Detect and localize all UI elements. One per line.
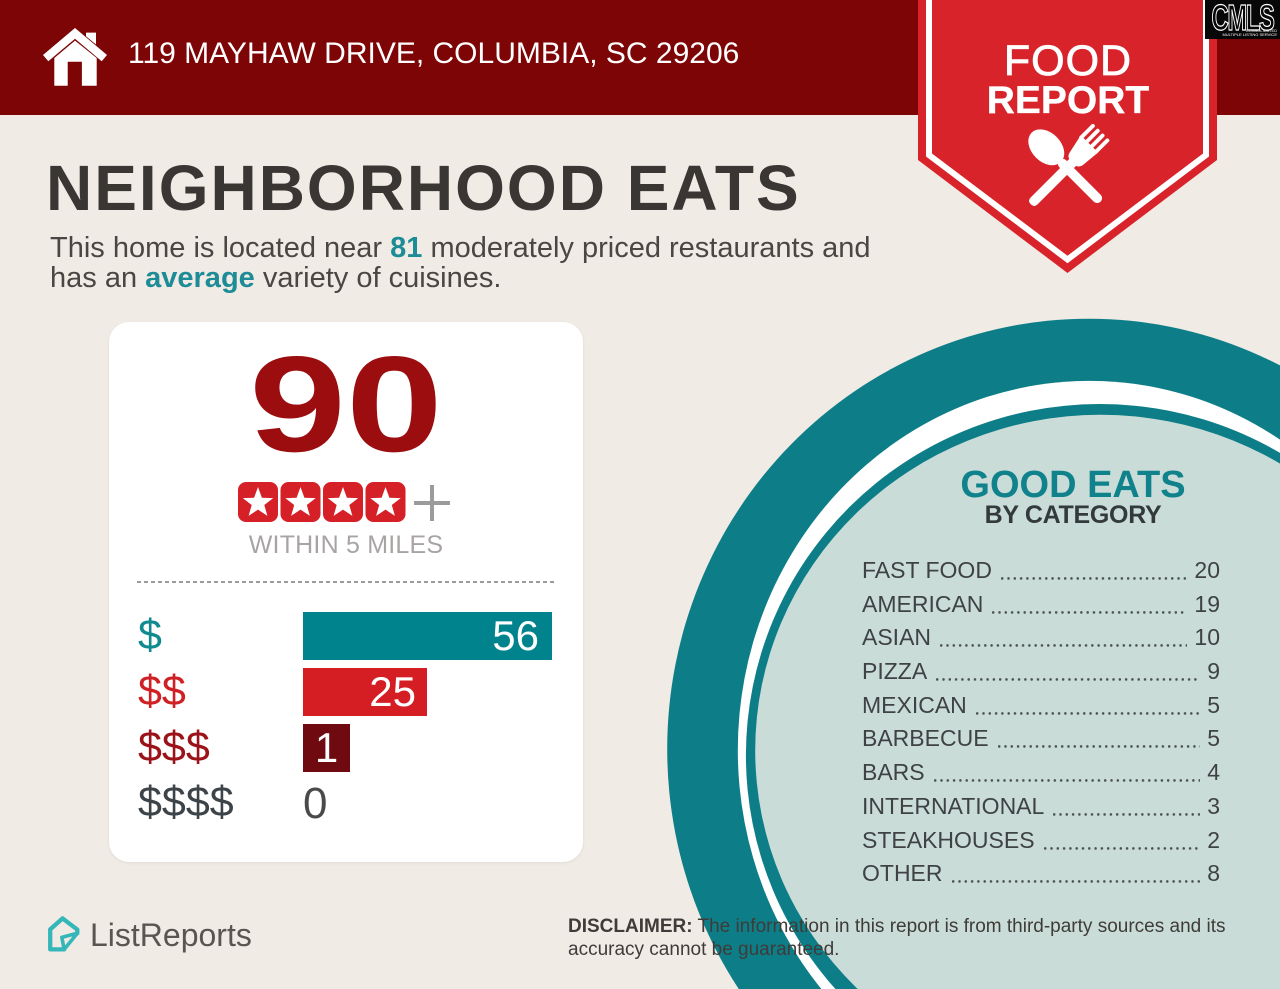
svg-text:FOOD: FOOD <box>1004 37 1132 85</box>
svg-text:REPORT: REPORT <box>987 79 1150 122</box>
